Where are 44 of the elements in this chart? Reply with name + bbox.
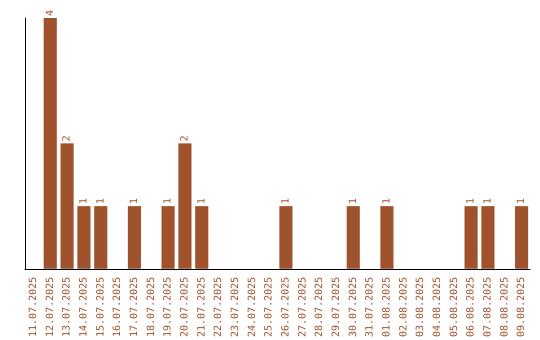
data-label: 4 bbox=[44, 10, 56, 16]
x-tick-label: 22.07.2025 bbox=[213, 276, 224, 338]
data-label: 1 bbox=[162, 198, 174, 204]
x-tick-label: 06.08.2025 bbox=[466, 276, 477, 338]
x-tick-label: 12.07.2025 bbox=[44, 276, 56, 338]
x-tick-label: 23.07.2025 bbox=[230, 276, 241, 338]
x-tick-label: 05.08.2025 bbox=[448, 276, 460, 338]
x-tick-label: 02.08.2025 bbox=[398, 276, 410, 338]
x-tick-label: 29.07.2025 bbox=[330, 276, 342, 338]
x-tick-label: 07.08.2025 bbox=[482, 276, 494, 338]
data-label: 1 bbox=[95, 198, 106, 204]
x-tick-label: 15.07.2025 bbox=[95, 276, 106, 338]
data-label: 1 bbox=[516, 198, 528, 204]
x-tick-label: 11.07.2025 bbox=[28, 276, 39, 338]
x-tick-label: 20.07.2025 bbox=[179, 276, 190, 338]
data-label: 2 bbox=[179, 135, 190, 142]
data-label: 1 bbox=[78, 198, 90, 204]
data-label: 1 bbox=[196, 198, 208, 204]
x-tick-label: 19.07.2025 bbox=[162, 276, 174, 338]
x-tick-label: 14.07.2025 bbox=[78, 276, 90, 338]
data-label: 1 bbox=[482, 198, 494, 204]
x-tick-label: 27.07.2025 bbox=[297, 276, 308, 338]
x-tick-label: 16.07.2025 bbox=[112, 276, 124, 338]
data-label: 1 bbox=[348, 198, 359, 204]
x-tick-label: 01.08.2025 bbox=[381, 276, 392, 338]
x-tick-label: 30.07.2025 bbox=[348, 276, 359, 338]
x-tick-label: 03.08.2025 bbox=[415, 276, 426, 338]
x-tick-label: 21.07.2025 bbox=[196, 276, 208, 338]
x-tick-label: 17.07.2025 bbox=[128, 276, 140, 338]
data-label: 2 bbox=[62, 135, 73, 142]
x-tick-label: 13.07.2025 bbox=[62, 276, 73, 338]
x-tick-label: 26.07.2025 bbox=[280, 276, 292, 338]
data-label: 1 bbox=[280, 198, 292, 204]
x-tick-label: 28.07.2025 bbox=[314, 276, 326, 338]
x-tick-label: 31.07.2025 bbox=[364, 276, 376, 338]
x-tick-label: 04.08.2025 bbox=[432, 276, 443, 338]
x-tick-label: 18.07.2025 bbox=[146, 276, 157, 338]
x-tick-label: 09.08.2025 bbox=[516, 276, 528, 338]
x-tick-label: 25.07.2025 bbox=[264, 276, 275, 338]
data-label: 1 bbox=[381, 198, 392, 204]
x-tick-label: 24.07.2025 bbox=[246, 276, 258, 338]
x-tick-label: 08.08.2025 bbox=[499, 276, 510, 338]
data-label: 1 bbox=[128, 198, 140, 204]
data-label: 1 bbox=[466, 198, 477, 204]
